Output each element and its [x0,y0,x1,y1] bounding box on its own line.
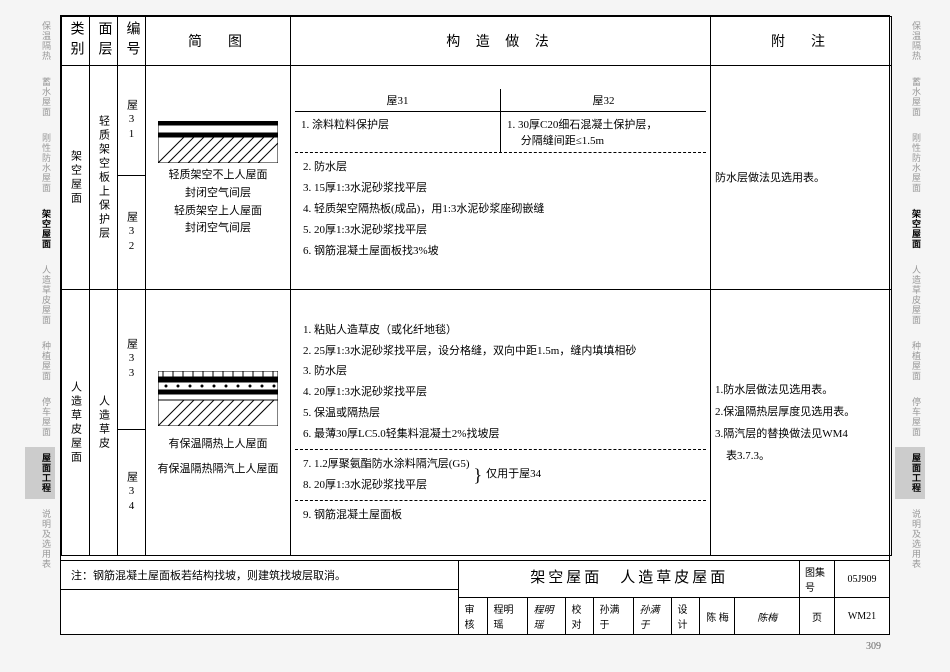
table-row: 人造草皮屋面 人造草皮 屋33 [62,290,892,430]
method-item: 5. 20厚1:3水泥砂浆找平层 [303,220,698,241]
right-side-tabs: 保温隔热 蓄水屋面 刚性防水屋面 架空屋面 人造草皮屋面 种植屋面 停车屋面 屋… [895,15,925,579]
side-tab: 说明及选用表 [25,503,55,575]
title-block: 架空屋面 人造草皮屋面 图集号 05J909 审核 程明瑶 程明瑶 校对 孙满于… [458,561,889,634]
side-tab: 停车屋面 [25,391,55,443]
review-label: 审核 [459,598,487,634]
bracket-note: 仅用于屋34 [486,464,541,485]
left-side-tabs: 保温隔热 蓄水屋面 刚性防水屋面 架空屋面 人造草皮屋面 种植屋面 停车屋面 屋… [25,15,55,579]
page-code: WM21 [834,598,889,634]
hdr-code: 编号 [118,17,146,66]
cell-category: 人造草皮屋面 [62,290,90,556]
method-list: 9. 钢筋混凝土屋面板 [295,501,706,530]
brace-icon: } [474,458,483,492]
reviewer-signature: 程明瑶 [527,598,565,634]
check-label: 校对 [565,598,593,634]
hdr-category: 类别 [62,17,90,66]
side-tab: 蓄水屋面 [895,71,925,123]
side-tab: 保温隔热 [895,15,925,67]
footer-note: 注：钢筋混凝土屋面板若结构找坡，则建筑找坡层取消。 [61,561,458,590]
hatch-diagram-icon [158,121,278,163]
method-item: 1. 粘贴人造草皮（或化纤地毯） [303,320,698,341]
method-list: 1. 粘贴人造草皮（或化纤地毯） 2. 25厚1:3水泥砂浆找平层，设分格缝，双… [295,316,706,449]
side-tab: 架空屋面 [25,203,55,255]
side-tab: 屋面工程 [25,447,55,499]
side-tab: 刚性防水屋面 [895,127,925,199]
method-item: 4. 20厚1:3水泥砂浆找平层 [303,382,698,403]
cell-diagram: 有保温隔热上人屋面 有保温隔热隔汽上人屋面 [146,290,291,556]
page-label: 页 [799,598,834,634]
hdr-method: 构 造 做 法 [291,17,711,66]
cell-layer: 人造草皮 [90,290,118,556]
diagram-label: 封闭空气间层 [150,220,286,238]
diagram-label: 封闭空气间层 [150,185,286,203]
cell-code: 屋31 [118,66,146,176]
method-text: 1. 涂料粒料保护层 [295,112,501,152]
side-tab: 种植屋面 [25,335,55,387]
method-item: 5. 保温或隔热层 [303,403,698,424]
hdr-note: 附 注 [711,17,892,66]
diagram-label: 轻质架空上人屋面 [150,203,286,221]
header-row: 类别 面层 编号 简 图 构 造 做 法 附 注 [62,17,892,66]
method-item: 8. 20厚1:3水泥砂浆找平层 [303,475,470,496]
side-tab: 说明及选用表 [895,503,925,575]
method-bracket-group: 7. 1.2厚聚氨酯防水涂料隔汽层(G5) 8. 20厚1:3水泥砂浆找平层 }… [295,449,706,501]
hdr-diagram: 简 图 [146,17,291,66]
side-tab: 停车屋面 [895,391,925,443]
cell-code: 屋32 [118,176,146,290]
side-tab: 屋面工程 [895,447,925,499]
drawing-title: 架空屋面 人造草皮屋面 [459,561,799,597]
method-item: 2. 防水层 [303,157,698,178]
side-tab: 架空屋面 [895,203,925,255]
method-shared-list: 2. 防水层 3. 15厚1:3水泥砂浆找平层 4. 轻质架空隔热板(成品)，用… [295,153,706,265]
diagram-label: 轻质架空不上人屋面 [150,167,286,185]
diagram-label: 有保温隔热隔汽上人屋面 [150,461,286,479]
reviewer-name: 程明瑶 [487,598,527,634]
cell-layer: 轻质架空板上保护层 [90,66,118,290]
hatch-diagram-icon [158,371,278,426]
side-tab: 保温隔热 [25,15,55,67]
method-item: 6. 钢筋混凝土屋面板找3%坡 [303,241,698,262]
note-line: 2.保温隔热层厚度见选用表。 [715,401,887,423]
cell-diagram: 轻质架空不上人屋面 封闭空气间层 轻质架空上人屋面 封闭空气间层 [146,66,291,290]
diagram-label: 有保温隔热上人屋面 [150,436,286,454]
atlas-number: 05J909 [834,561,889,597]
construction-table: 类别 面层 编号 简 图 构 造 做 法 附 注 架空屋面 轻质架空板上保护层 … [61,16,892,556]
method-item: 4. 轻质架空隔热板(成品)，用1:3水泥砂浆座砌嵌缝 [303,199,698,220]
side-tab: 刚性防水屋面 [25,127,55,199]
cell-code: 屋33 [118,290,146,430]
page-frame: 类别 面层 编号 简 图 构 造 做 法 附 注 架空屋面 轻质架空板上保护层 … [60,15,890,635]
checker-name: 孙满于 [593,598,633,634]
atlas-label: 图集号 [799,561,834,597]
cell-category: 架空屋面 [62,66,90,290]
side-tab: 蓄水屋面 [25,71,55,123]
hdr-layer: 面层 [90,17,118,66]
table-row: 架空屋面 轻质架空板上保护层 屋31 [62,66,892,176]
method-item: 3. 防水层 [303,361,698,382]
note-line: 3.隔汽层的替换做法见WM4 [715,423,887,445]
method-text: 1. 30厚C20细石混凝土保护层， 分隔缝间距≤1.5m [501,112,706,152]
footer-block: 注：钢筋混凝土屋面板若结构找坡，则建筑找坡层取消。 架空屋面 人造草皮屋面 图集… [61,560,889,634]
side-tab: 种植屋面 [895,335,925,387]
side-tab: 人造草皮屋面 [895,259,925,331]
side-tab: 人造草皮屋面 [25,259,55,331]
cell-code: 屋34 [118,430,146,556]
method-item: 9. 钢筋混凝土屋面板 [303,505,698,526]
checker-signature: 孙满于 [633,598,671,634]
method-item: 2. 25厚1:3水泥砂浆找平层，设分格缝，双向中距1.5m，缝内填填相砂 [303,341,698,362]
note-line: 表3.7.3。 [715,445,887,467]
design-label: 设计 [671,598,699,634]
cell-note: 1.防水层做法见选用表。 2.保温隔热层厚度见选用表。 3.隔汽层的替换做法见W… [711,290,892,556]
method-item: 7. 1.2厚聚氨酯防水涂料隔汽层(G5) [303,454,470,475]
designer-signature: 陈梅 [734,598,799,634]
note-line: 1.防水层做法见选用表。 [715,379,887,401]
method-item: 6. 最薄30厚LC5.0轻集料混凝土2%找坡层 [303,424,698,445]
cell-method: 屋31 屋32 1. 涂料粒料保护层 1. 30厚C20细石混凝土保护层， 分隔… [291,66,711,290]
cell-note: 防水层做法见选用表。 [711,66,892,290]
method-item: 3. 15厚1:3水泥砂浆找平层 [303,178,698,199]
page-number: 309 [866,641,881,652]
designer-name: 陈 梅 [699,598,734,634]
sub-header: 屋32 [501,89,706,112]
sub-header: 屋31 [295,89,500,112]
cell-method: 1. 粘贴人造草皮（或化纤地毯） 2. 25厚1:3水泥砂浆找平层，设分格缝，双… [291,290,711,556]
